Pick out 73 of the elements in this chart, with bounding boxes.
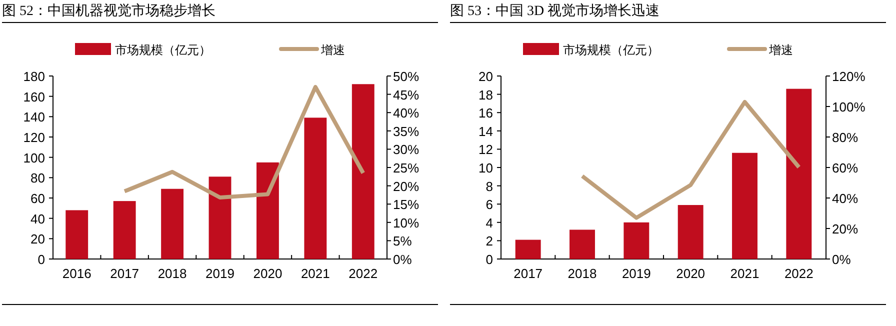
- y2-tick-label: 20%: [393, 178, 420, 194]
- x-tick-label: 2022: [784, 266, 814, 281]
- y2-tick-label: 50%: [393, 69, 420, 84]
- x-tick-label: 2020: [676, 266, 706, 281]
- y-tick-label: 2: [486, 234, 493, 249]
- y2-tick-label: 40%: [393, 106, 420, 121]
- y-tick-label: 20: [478, 69, 493, 84]
- y2-tick-label: 0%: [393, 252, 412, 267]
- x-tick-label: 2021: [730, 266, 760, 281]
- x-tick-label: 2019: [622, 266, 651, 281]
- bar: [352, 84, 374, 259]
- y-tick-label: 160: [23, 89, 45, 104]
- y-tick-label: 0: [38, 252, 45, 267]
- bar: [66, 210, 88, 259]
- y-tick-label: 0: [486, 252, 493, 267]
- bar: [624, 222, 650, 259]
- x-tick-label: 2016: [62, 266, 92, 281]
- y2-tick-label: 0%: [832, 252, 852, 267]
- bar: [732, 152, 758, 259]
- y-tick-label: 100: [23, 150, 45, 166]
- y-tick-label: 12: [478, 142, 493, 158]
- x-tick-label: 2019: [206, 266, 234, 281]
- bar: [256, 162, 279, 259]
- x-tick-label: 2021: [300, 266, 330, 281]
- y-tick-label: 18: [478, 87, 493, 102]
- y-tick-label: 40: [30, 211, 45, 226]
- legend-label: 市场规模（亿元）: [563, 43, 659, 57]
- y-tick-label: 10: [478, 160, 493, 176]
- y2-tick-label: 10%: [393, 215, 420, 230]
- bar: [678, 205, 704, 259]
- y2-tick-label: 20%: [832, 222, 858, 236]
- line-series: [580, 100, 801, 220]
- y-tick-label: 80: [30, 170, 45, 186]
- y2-tick-label: 35%: [393, 124, 420, 139]
- x-tick-label: 2017: [514, 266, 543, 281]
- y2-tick-label: 25%: [393, 160, 420, 176]
- bar: [161, 188, 184, 259]
- y-tick-label: 20: [30, 232, 45, 247]
- y-tick-label: 140: [23, 110, 45, 125]
- y2-tick-label: 120%: [832, 69, 866, 84]
- y-tick-label: 6: [486, 197, 493, 212]
- x-tick-label: 2018: [158, 266, 187, 281]
- y-tick-label: 4: [486, 215, 493, 230]
- bar: [570, 230, 595, 259]
- legend-label: 市场规模（亿元）: [115, 43, 211, 57]
- y-tick-label: 16: [478, 106, 493, 121]
- chart-title: 图 52：中国机器视觉市场稳步增长: [2, 2, 438, 23]
- y2-tick-label: 80%: [832, 130, 858, 145]
- x-tick-label: 2020: [253, 266, 282, 281]
- y-tick-label: 14: [478, 124, 493, 139]
- y2-tick-label: 45%: [393, 87, 420, 102]
- bar: [113, 201, 136, 259]
- y-tick-label: 120: [23, 130, 45, 145]
- bar: [304, 118, 327, 259]
- y-tick-label: 180: [23, 69, 45, 84]
- line-series: [122, 84, 366, 200]
- chart-title: 图 53：中国 3D 视觉市场增长迅速: [450, 2, 886, 23]
- x-tick-label: 2022: [348, 266, 378, 281]
- y2-tick-label: 100%: [832, 100, 866, 114]
- y2-tick-label: 30%: [393, 142, 420, 158]
- x-tick-label: 2018: [568, 266, 597, 281]
- y2-tick-label: 60%: [832, 160, 858, 176]
- bar: [786, 88, 812, 259]
- y2-tick-label: 5%: [393, 234, 412, 249]
- legend-label: 增速: [320, 43, 345, 57]
- legend-label: 增速: [768, 43, 793, 57]
- bar: [515, 240, 541, 259]
- y-tick-label: 60: [30, 191, 45, 206]
- x-tick-label: 2017: [110, 266, 140, 281]
- bar: [208, 176, 232, 259]
- y2-tick-label: 40%: [832, 191, 858, 206]
- y2-tick-label: 15%: [393, 197, 420, 212]
- y-tick-label: 8: [486, 178, 493, 194]
